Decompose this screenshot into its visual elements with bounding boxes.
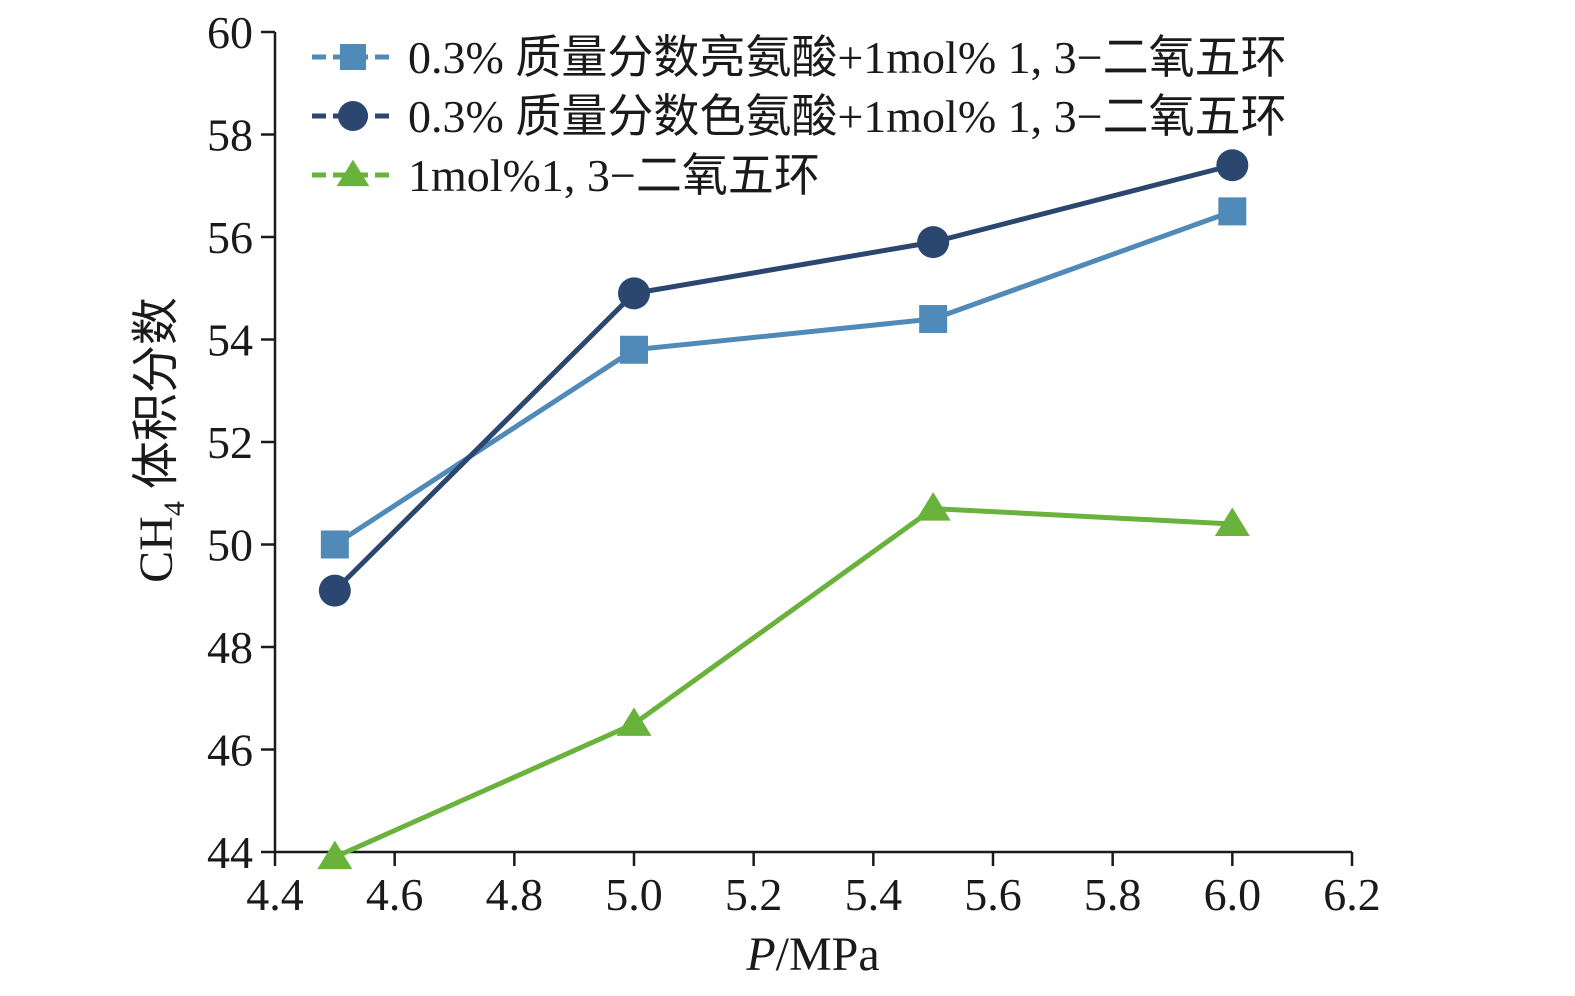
legend-item-2: 0.3% 质量分数色氨酸+1mol% 1, 3−二氧五环 <box>312 91 1287 142</box>
x-tick-label: 5.8 <box>1084 869 1142 920</box>
series-3-point <box>915 492 951 521</box>
axes: 44 46 48 50 52 54 56 58 60 4.4 4.6 4.8 5.0 5.2 5.4 5.6 5… <box>207 7 1381 920</box>
legend: 0.3% 质量分数亮氨酸+1mol% 1, 3−二氧五环 0.3% 质量分数色氨酸… <box>312 32 1287 201</box>
y-tick-label: 50 <box>207 520 253 571</box>
series-2-point <box>917 226 950 259</box>
y-tick-label: 48 <box>207 622 253 673</box>
y-tick-label: 54 <box>207 315 253 366</box>
series-1-line <box>333 209 1234 547</box>
series-3-line <box>333 506 1233 860</box>
x-axis-label-italic: P <box>745 928 775 981</box>
legend-swatch-marker <box>340 44 366 70</box>
series-1-point <box>1218 197 1247 226</box>
series-3-point <box>616 707 652 736</box>
x-tick-label: 5.2 <box>725 869 783 920</box>
series-2 <box>318 149 1249 607</box>
x-tick-label: 6.2 <box>1323 869 1381 920</box>
legend-label: 1mol%1, 3−二氧五环 <box>408 150 820 201</box>
x-axis-label: P/MPa <box>745 928 879 981</box>
series-3-point <box>1214 507 1250 536</box>
y-tick-label: 56 <box>207 212 253 263</box>
y-axis-label-suffix: 体积分数 <box>130 297 183 501</box>
series-2-point <box>618 277 650 310</box>
series-2-point <box>1216 149 1249 182</box>
y-axis-label: CH4 体积分数 <box>130 297 191 583</box>
series-3 <box>317 492 1250 870</box>
y-tick-label: 58 <box>207 110 253 161</box>
legend-label: 0.3% 质量分数色氨酸+1mol% 1, 3−二氧五环 <box>408 91 1287 142</box>
series-1-point <box>919 305 948 333</box>
y-tick-label: 46 <box>207 725 253 776</box>
x-tick-label: 4.6 <box>366 869 424 920</box>
x-tick-label: 5.6 <box>964 869 1022 920</box>
series-1-point <box>320 530 349 559</box>
series-layer <box>317 149 1250 870</box>
legend-item-1: 0.3% 质量分数亮氨酸+1mol% 1, 3−二氧五环 <box>312 32 1287 83</box>
y-axis-label-main: CH <box>130 516 183 583</box>
series-3-point <box>317 840 353 870</box>
legend-swatch-marker <box>336 159 370 187</box>
series-2-line <box>333 162 1233 593</box>
legend-label: 0.3% 质量分数亮氨酸+1mol% 1, 3−二氧五环 <box>408 32 1287 83</box>
legend-item-3: 1mol%1, 3−二氧五环 <box>312 150 820 201</box>
series-2-point <box>318 574 351 607</box>
x-tick-label: 4.4 <box>246 869 304 920</box>
y-tick-label: 44 <box>207 827 253 878</box>
x-tick-label: 5.0 <box>605 869 663 920</box>
legend-swatch-marker <box>338 101 368 131</box>
y-tick-label: 60 <box>207 7 253 58</box>
series-1 <box>320 197 1247 559</box>
y-tick-label: 52 <box>207 417 253 468</box>
y-axis-label-subscript: 4 <box>158 501 191 516</box>
x-tick-label: 5.4 <box>845 869 903 920</box>
x-tick-label: 6.0 <box>1204 869 1262 920</box>
x-tick-label: 4.8 <box>486 869 544 920</box>
series-1-point <box>620 335 648 364</box>
x-axis-label-unit: /MPa <box>776 928 880 981</box>
